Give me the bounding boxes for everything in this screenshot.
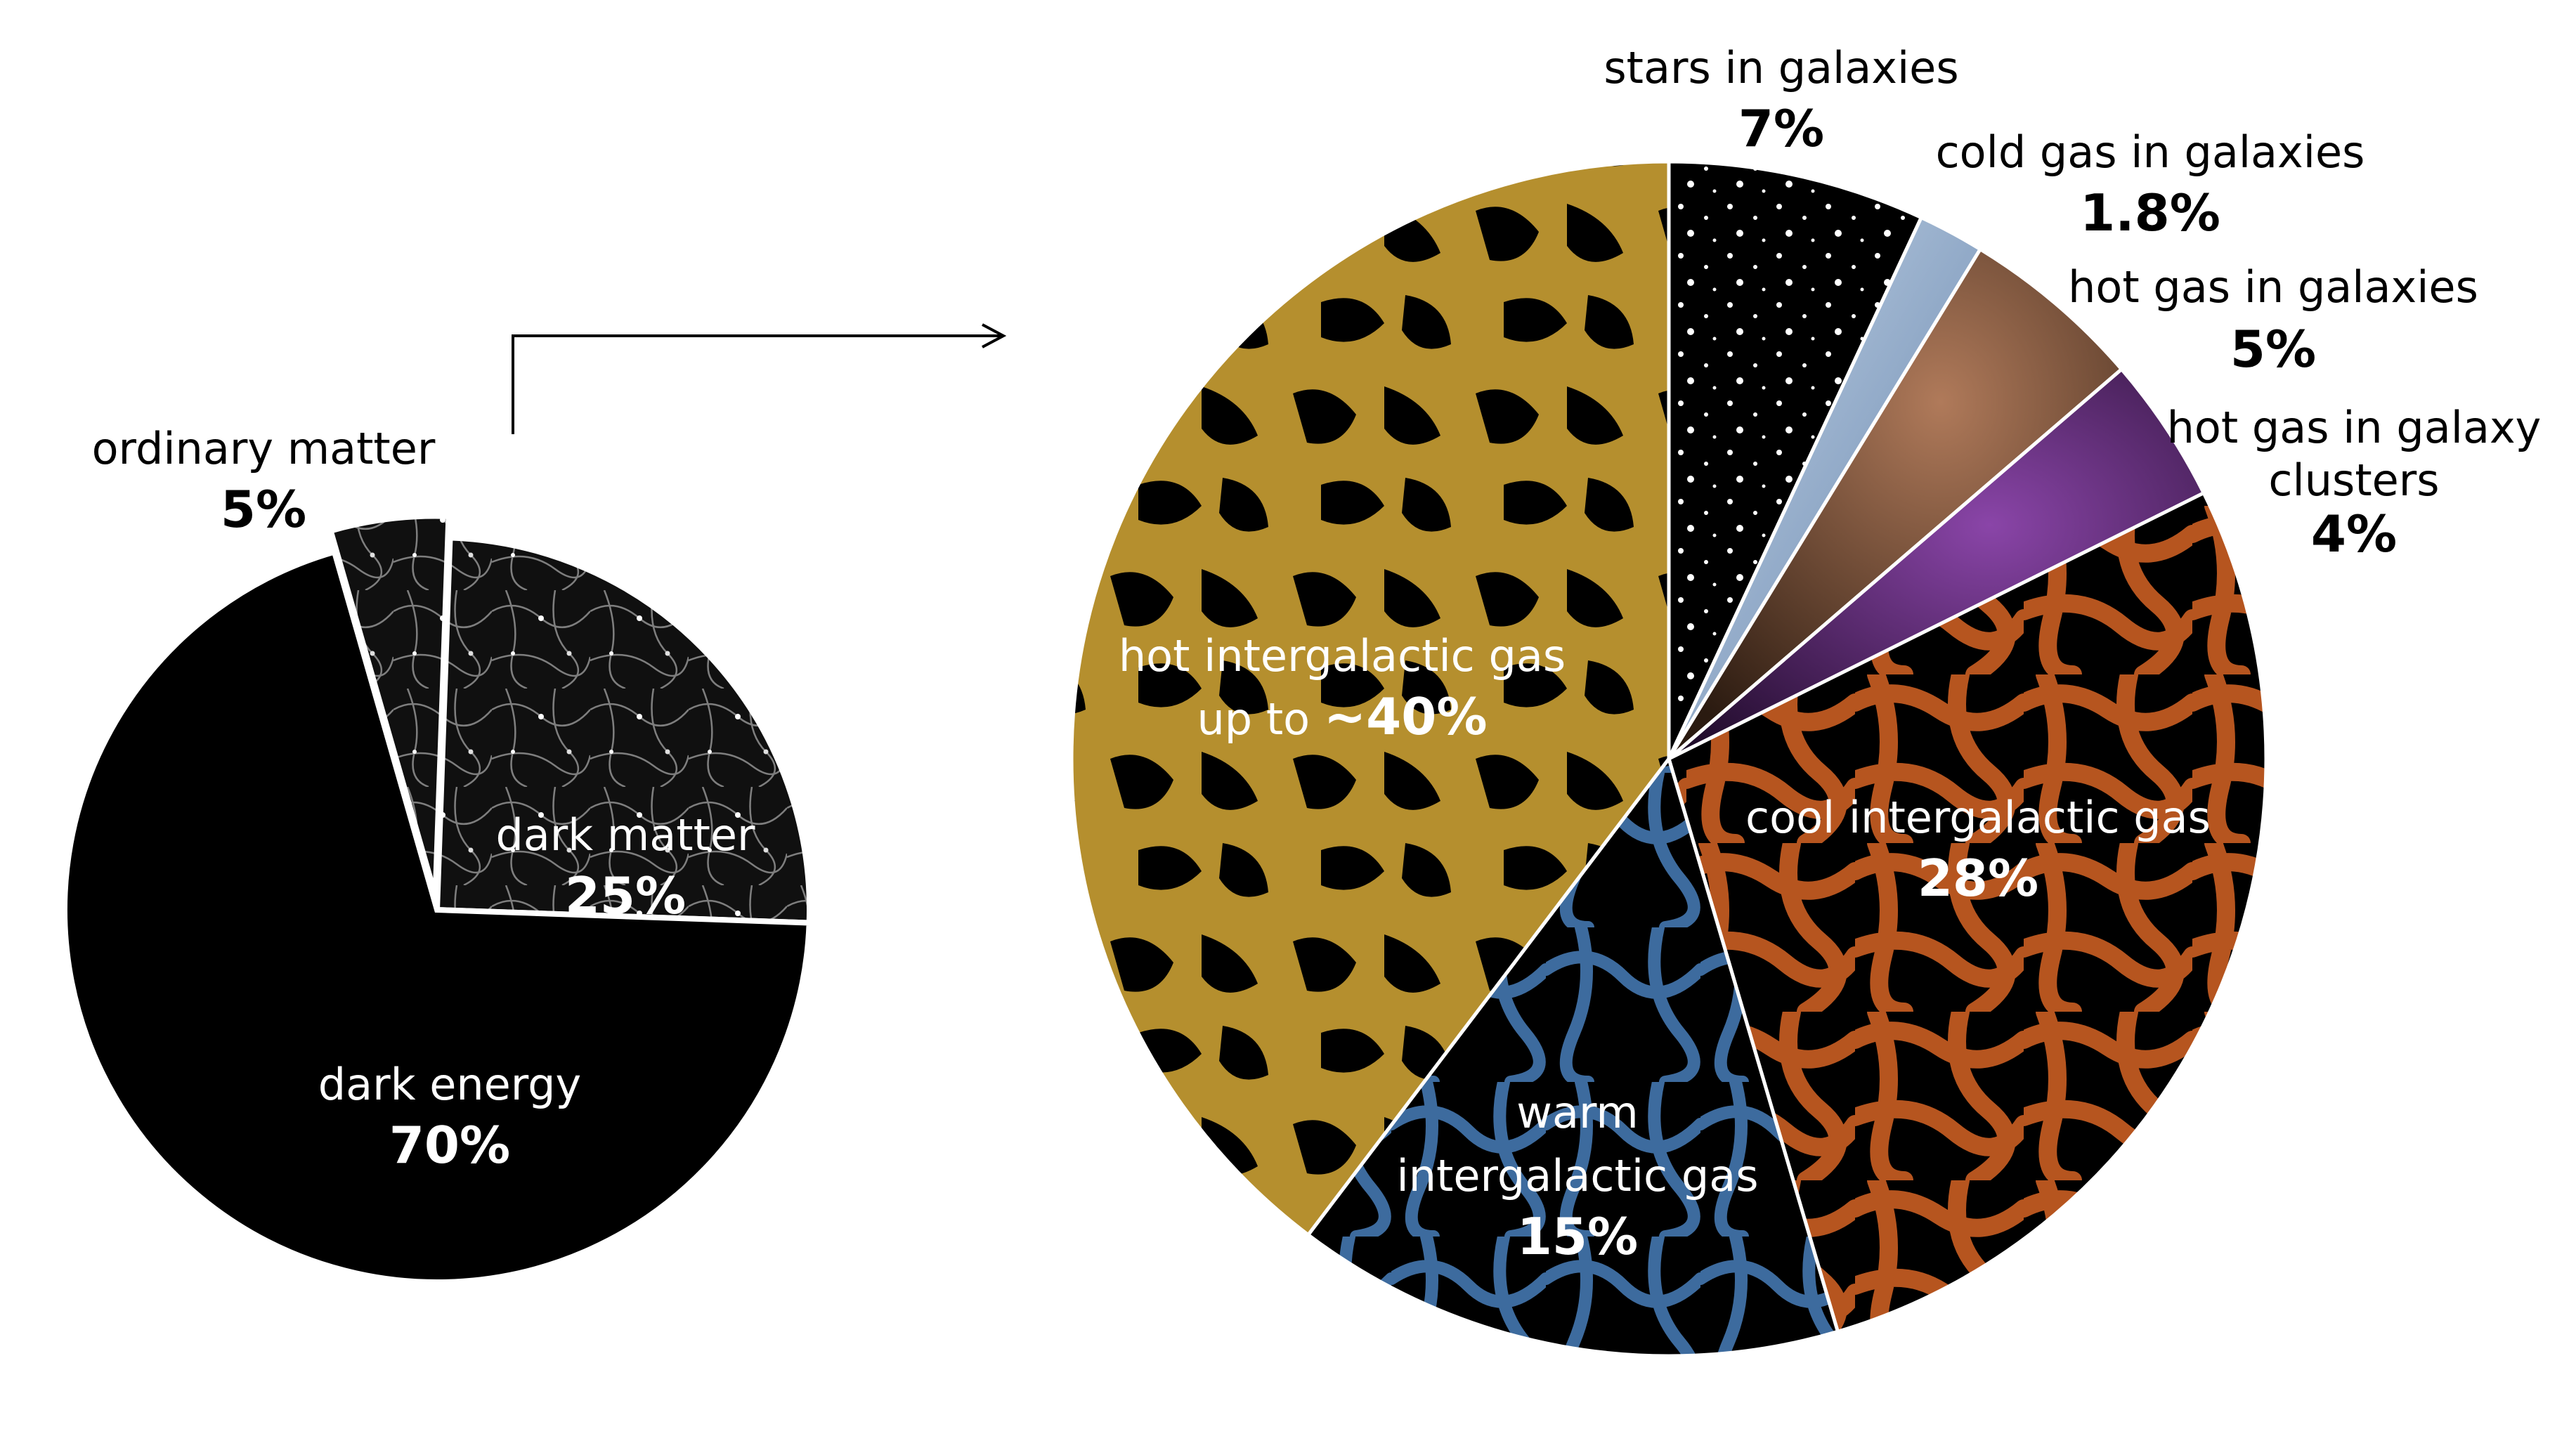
value-hot-gas-in-galaxies: 5%: [2230, 320, 2316, 379]
label-hot-intergalactic-gas-prefix: up to: [1197, 693, 1324, 745]
label-dark-matter: dark matter: [495, 809, 755, 861]
connector-arrowhead: [982, 323, 1007, 348]
slice-hot-gas-in-galaxy-clusters: [1667, 367, 2206, 761]
label-hot-gas-in-galaxy-clusters-line1: hot gas in galaxy: [2167, 402, 2542, 453]
slice-dark-energy: [62, 548, 812, 1285]
value-cold-gas-in-galaxies: 1.8%: [2080, 183, 2220, 242]
label-hot-intergalactic-gas-line1: hot intergalactic gas: [1119, 630, 1566, 681]
slice-ordinary-matter: [327, 513, 452, 897]
slice-cool-intergalactic-gas: [1667, 490, 2268, 1334]
slice-hot-gas-in-galaxies: [1667, 247, 2124, 760]
label-warm-intergalactic-gas-line1: warm: [1516, 1087, 1639, 1138]
value-cool-intergalactic-gas: 28%: [1918, 849, 2038, 908]
label-hot-intergalactic-gas-line2: up to ~40%: [1197, 687, 1488, 746]
slice-dark-matter: [434, 535, 813, 926]
label-hot-gas-in-galaxies: hot gas in galaxies: [2068, 261, 2478, 313]
connector-arrow: [512, 334, 1001, 434]
value-stars-in-galaxies: 7%: [1738, 99, 1824, 158]
label-stars-in-galaxies: stars in galaxies: [1604, 42, 1958, 93]
value-hot-gas-in-galaxy-clusters: 4%: [2311, 504, 2397, 563]
slice-stars-in-galaxies: [1667, 159, 1924, 760]
value-dark-energy: 70%: [389, 1116, 510, 1175]
value-warm-intergalactic-gas: 15%: [1517, 1207, 1638, 1266]
value-dark-matter: 25%: [565, 866, 686, 925]
label-ordinary-matter: ordinary matter: [92, 423, 436, 474]
value-ordinary-matter: 5%: [221, 480, 306, 539]
label-warm-intergalactic-gas-line2: intergalactic gas: [1396, 1150, 1758, 1201]
left-pie-chart: [62, 513, 813, 1285]
slice-warm-intergalactic-gas: [1306, 755, 1840, 1358]
slice-hot-intergalactic-gas: [1069, 159, 1671, 1238]
right-pie-chart: [1069, 159, 2268, 1358]
label-dark-energy: dark energy: [318, 1059, 581, 1110]
value-hot-intergalactic-gas: ~40%: [1324, 687, 1488, 746]
label-cold-gas-in-galaxies: cold gas in galaxies: [1936, 126, 2365, 178]
label-cool-intergalactic-gas: cool intergalactic gas: [1745, 792, 2211, 843]
label-hot-gas-in-galaxy-clusters-line2: clusters: [2268, 455, 2439, 506]
